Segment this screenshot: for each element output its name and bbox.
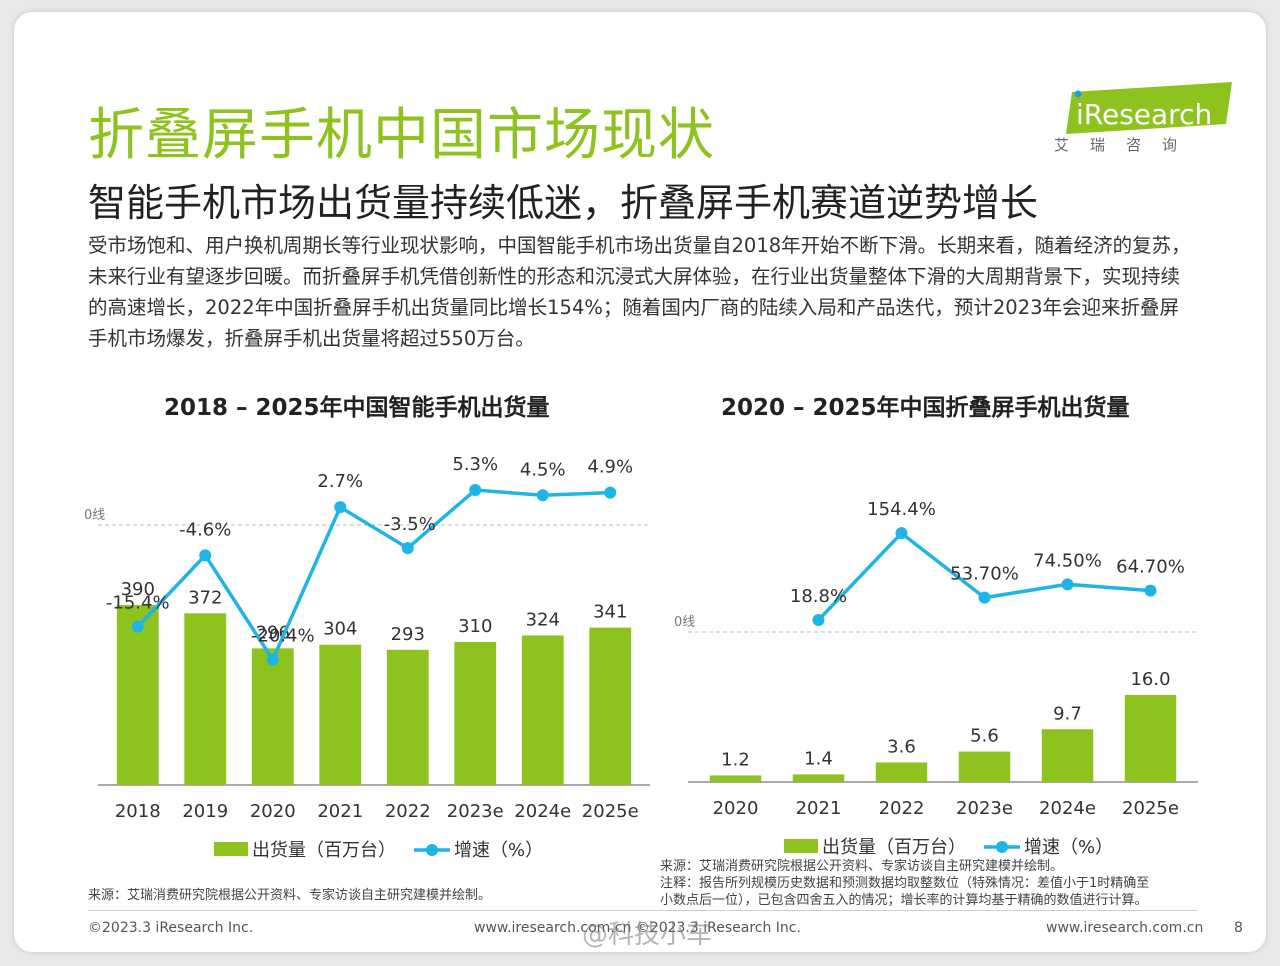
bar — [1041, 729, 1094, 782]
page-title: 折叠屏手机中国市场现状 — [88, 103, 715, 168]
growth-point — [604, 486, 617, 499]
x-tick-label: 2023e — [956, 798, 1013, 819]
bar — [958, 751, 1011, 782]
bar-value-label: 3.6 — [887, 736, 916, 757]
growth-point — [895, 527, 908, 540]
iresearch-logo: iResearch — [1066, 82, 1232, 134]
source-left: 来源：艾瑞消费研究院根据公开资料、专家访谈自主研究建模并绘制。 — [88, 888, 492, 903]
growth-value-label: -20.4% — [251, 626, 315, 647]
bar — [521, 635, 564, 785]
slide: 折叠屏手机中国市场现状 智能手机市场出货量持续低迷，折叠屏手机赛道逆势增长 受市… — [14, 12, 1266, 952]
bar-value-label: 293 — [391, 624, 425, 645]
x-tick-label: 2021 — [317, 801, 363, 822]
growth-value-label: 74.50% — [1033, 550, 1102, 571]
bar — [589, 627, 632, 785]
x-tick-label: 2024e — [1039, 798, 1096, 819]
growth-value-label: -3.5% — [384, 514, 436, 535]
growth-value-label: 64.70% — [1116, 557, 1185, 578]
bar — [319, 644, 362, 785]
logo-text: iResearch — [1076, 98, 1212, 131]
x-tick-label: 2021 — [796, 798, 842, 819]
legend-bar-swatch — [214, 842, 248, 856]
bar-value-label: 310 — [458, 616, 492, 637]
growth-value-label: 4.9% — [587, 457, 633, 478]
growth-point — [1144, 584, 1157, 597]
growth-value-label: 18.8% — [790, 586, 847, 607]
zero-line-label: 0线 — [84, 508, 105, 523]
legend-bar-label: 出货量（百万台） — [822, 837, 966, 858]
growth-point — [812, 613, 825, 626]
footer-copyright: ©2023.3 iResearch Inc. — [88, 920, 254, 936]
x-tick-label: 2024e — [514, 801, 571, 822]
bar — [116, 605, 159, 785]
chart-left-title: 2018 – 2025年中国智能手机出货量 — [164, 395, 550, 421]
bar — [184, 613, 227, 785]
growth-point — [469, 484, 482, 497]
growth-value-label: 154.4% — [867, 499, 936, 520]
note-right-2: 小数点后一位），已包含四舍五入的情况；增长率的计算均基于精确的数值进行计算。 — [660, 893, 1148, 908]
legend-line-label: 增速（%） — [454, 840, 543, 861]
chart-right-title: 2020 – 2025年中国折叠屏手机出货量 — [721, 395, 1130, 421]
x-tick-label: 2023e — [447, 801, 504, 822]
legend-line-marker — [996, 841, 1008, 853]
x-tick-label: 2020 — [713, 798, 759, 819]
x-tick-label: 2025e — [1122, 798, 1179, 819]
footer-url[interactable]: www.iresearch.com.cn — [1046, 920, 1204, 936]
growth-point — [978, 591, 991, 604]
bar — [386, 649, 429, 785]
bar — [1124, 695, 1177, 782]
logo-cn-text: 艾瑞咨询 — [1054, 136, 1199, 154]
x-tick-label: 2025e — [582, 801, 639, 822]
footer-divider — [88, 910, 1198, 911]
chart-foldable-shipments: 0线 1.2 2020 1.4 2021 3.6 2022 5.6 2023e 9.7 2024e 1… — [674, 499, 1198, 858]
growth-value-label: 2.7% — [317, 471, 363, 492]
growth-point — [401, 542, 414, 555]
legend-line-marker — [426, 844, 438, 856]
note-right-1: 注释：报告所列规模历史数据和预测数据均取整数位（特殊情况：差值小于1时精确至 — [660, 876, 1150, 891]
legend-bar-label: 出货量（百万台） — [252, 840, 396, 861]
bar — [454, 641, 497, 785]
x-tick-label: 2019 — [182, 801, 228, 822]
growth-value-label: -4.6% — [179, 519, 231, 540]
bar-value-label: 1.4 — [804, 748, 833, 769]
bar — [875, 762, 928, 782]
x-tick-label: 2018 — [115, 801, 161, 822]
bar-value-label: 341 — [593, 602, 627, 623]
page-subtitle: 智能手机市场出货量持续低迷，折叠屏手机赛道逆势增长 — [88, 181, 1039, 225]
x-tick-label: 2022 — [879, 798, 925, 819]
bar-value-label: 9.7 — [1053, 703, 1082, 724]
growth-value-label: 4.5% — [520, 459, 566, 480]
growth-line — [136, 488, 611, 664]
bar — [251, 648, 294, 785]
growth-value-label: 5.3% — [452, 454, 498, 475]
growth-value-label: -15.4% — [106, 593, 170, 614]
bar — [709, 775, 762, 782]
bar-value-label: 304 — [323, 619, 357, 640]
bar-value-label: 16.0 — [1130, 669, 1170, 690]
growth-point — [1061, 578, 1074, 591]
zero-line-label: 0线 — [674, 615, 695, 630]
growth-point — [131, 620, 144, 633]
source-right: 来源：艾瑞消费研究院根据公开资料、专家访谈自主研究建模并绘制。 — [660, 859, 1064, 874]
legend-line-label: 增速（%） — [1024, 837, 1113, 858]
footer-center: www.iresearch.com.cn ©2023.3 iResearch I… — [474, 920, 801, 936]
growth-point — [334, 501, 347, 514]
bar-value-label: 1.2 — [721, 749, 750, 770]
page-number: 8 — [1234, 920, 1243, 936]
bar-value-label: 372 — [188, 587, 222, 608]
bar-value-label: 5.6 — [970, 726, 999, 747]
bar-value-label: 324 — [526, 609, 560, 630]
body-paragraph: 受市场饱和、用户换机周期长等行业现状影响，中国智能手机市场出货量自2018年开始… — [88, 234, 1191, 350]
legend-bar-swatch — [784, 839, 818, 853]
growth-value-label: 53.70% — [950, 564, 1019, 585]
growth-point — [199, 549, 212, 562]
bar — [792, 774, 845, 782]
bar-value-label: 390 — [121, 579, 155, 600]
x-tick-label: 2022 — [385, 801, 431, 822]
growth-point — [536, 489, 549, 502]
watermark: @科技小车 — [582, 920, 713, 950]
x-tick-label: 2020 — [250, 801, 296, 822]
chart-smartphone-shipments: 0线39020183722019296202030420212932022310… — [84, 454, 650, 861]
growth-point — [266, 653, 279, 666]
